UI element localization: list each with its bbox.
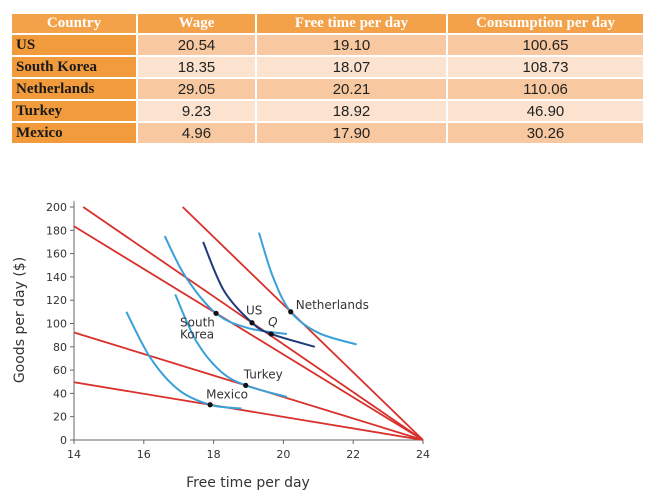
y-tick-label: 100	[46, 318, 67, 331]
point-label: South	[180, 315, 215, 329]
point-label: US	[246, 304, 262, 318]
budget-line-south-korea	[73, 225, 424, 441]
table-row: US 20.54 19.10 100.65	[12, 35, 643, 55]
y-tick-label: 180	[46, 224, 67, 237]
y-axis-label: Goods per day ($)	[12, 257, 28, 383]
x-tick-label: 24	[416, 448, 430, 461]
cell-consumption: 110.06	[448, 79, 643, 99]
x-tick-label: 16	[137, 448, 151, 461]
header-country: Country	[12, 14, 136, 33]
budget-line-mexico	[73, 381, 424, 441]
cell-country: Netherlands	[12, 79, 136, 99]
cell-country: South Korea	[12, 57, 136, 77]
cell-country: Mexico	[12, 123, 136, 143]
table-row: Netherlands 29.05 20.21 110.06	[12, 79, 643, 99]
indifference-curve-turkey	[174, 293, 288, 398]
y-tick-label: 20	[53, 411, 67, 424]
chart: 14 16 18 20 22 24 0 20 40 60 80 100 120 140 160 180 200 F…	[12, 201, 430, 491]
point-south-korea	[213, 310, 219, 316]
header-wage: Wage	[138, 14, 255, 33]
table-row: Turkey 9.23 18.92 46.90	[12, 101, 643, 121]
point-label: Mexico	[206, 388, 248, 402]
x-axis-label: Free time per day	[186, 475, 310, 491]
country-data-table: Country Wage Free time per day Consumpti…	[10, 12, 645, 145]
cell-consumption: 108.73	[448, 57, 643, 77]
y-tick-label: 200	[46, 201, 67, 214]
header-free-time: Free time per day	[257, 14, 446, 33]
cell-country: US	[12, 35, 136, 55]
point-mexico	[207, 402, 213, 408]
point-netherlands	[288, 309, 294, 315]
x-tick-label: 20	[276, 448, 290, 461]
y-tick-label: 160	[46, 248, 67, 261]
cell-free-time: 20.21	[257, 79, 446, 99]
cell-consumption: 46.90	[448, 101, 643, 121]
table-row: South Korea 18.35 18.07 108.73	[12, 57, 643, 77]
point-label: Netherlands	[296, 298, 369, 312]
y-tick-label: 40	[53, 387, 67, 400]
cell-free-time: 18.07	[257, 57, 446, 77]
x-tick-label: 22	[346, 448, 360, 461]
cell-wage: 29.05	[138, 79, 255, 99]
y-tick-label: 0	[60, 434, 67, 447]
cell-free-time: 19.10	[257, 35, 446, 55]
cell-wage: 4.96	[138, 123, 255, 143]
y-tick-label: 80	[53, 341, 67, 354]
cell-free-time: 18.92	[257, 101, 446, 121]
cell-wage: 9.23	[138, 101, 255, 121]
header-consumption: Consumption per day	[448, 14, 643, 33]
indifference-curve-mexico	[125, 311, 242, 410]
cell-consumption: 30.26	[448, 123, 643, 143]
y-tick-label: 120	[46, 294, 67, 307]
cell-wage: 20.54	[138, 35, 255, 55]
cell-country: Turkey	[12, 101, 136, 121]
cell-wage: 18.35	[138, 57, 255, 77]
point-us	[249, 320, 255, 326]
table-row: Mexico 4.96 17.90 30.26	[12, 123, 643, 143]
y-tick-label: 60	[53, 364, 67, 377]
x-tick-label: 14	[67, 448, 81, 461]
point-label: Turkey	[243, 367, 283, 381]
point-turkey	[243, 382, 249, 388]
point-q	[268, 331, 274, 337]
cell-free-time: 17.90	[257, 123, 446, 143]
x-tick-label: 18	[207, 448, 221, 461]
cell-consumption: 100.65	[448, 35, 643, 55]
point-label: Korea	[180, 327, 214, 341]
y-tick-label: 140	[46, 271, 67, 284]
point-label: Q	[268, 315, 277, 329]
